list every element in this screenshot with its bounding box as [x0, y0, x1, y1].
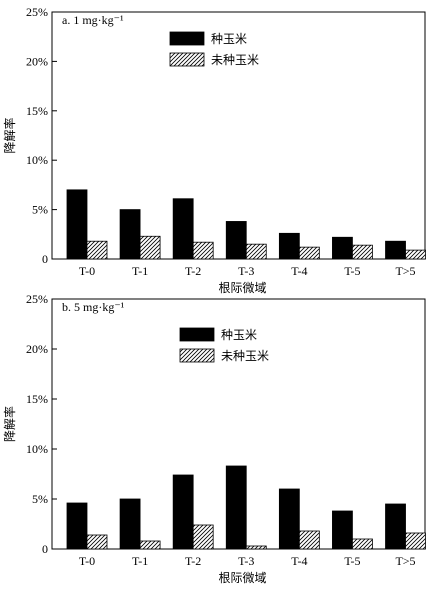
legend-swatch [169, 52, 205, 67]
bar-planted [119, 498, 141, 550]
x-axis-title: 根际微域 [218, 281, 266, 295]
bar-unplanted [245, 243, 267, 260]
x-tick-label: T>5 [395, 554, 415, 568]
bar-planted [385, 240, 406, 260]
chart-panel-b: 0 5% 10% 15% 20% 25% T-0 T-1 T-2 T-3 T-4 T-5 T>5 b.… [2, 292, 426, 585]
bar-planted [225, 221, 247, 260]
x-tick-label: T-5 [344, 554, 360, 568]
y-ticks: 0 5% 10% 15% 20% 25% [26, 292, 57, 556]
bar-planted [172, 474, 194, 550]
x-ticks: T-0 T-1 T-2 T-3 T-4 T-5 T>5 [79, 264, 416, 278]
legend-swatch [169, 31, 205, 46]
y-tick-label: 0 [42, 542, 48, 556]
bars [66, 189, 426, 260]
bar-planted [278, 488, 300, 550]
bar-planted [225, 465, 247, 550]
bar-unplanted [352, 538, 373, 550]
x-tick-label: T-2 [185, 554, 201, 568]
bar-planted [119, 209, 141, 260]
y-tick-label: 20% [26, 342, 48, 356]
y-tick-label: 5% [32, 203, 48, 217]
bar-planted [278, 232, 300, 260]
x-axis-title: 根际微域 [218, 571, 266, 585]
bar-unplanted [139, 540, 161, 550]
legend-label: 未种玉米 [211, 53, 259, 67]
x-tick-label: T-4 [291, 264, 307, 278]
y-axis-title: 降解率 [2, 406, 17, 442]
y-axis-title: 降解率 [2, 117, 17, 153]
bar-unplanted [298, 246, 320, 260]
x-tick-label: T-2 [185, 264, 201, 278]
x-tick-label: T-0 [79, 554, 95, 568]
legend-label: 种玉米 [221, 328, 257, 342]
y-tick-label: 15% [26, 392, 48, 406]
bar-unplanted [86, 534, 108, 550]
bar-planted [385, 503, 406, 550]
y-tick-label: 5% [32, 492, 48, 506]
x-tick-label: T-1 [132, 264, 148, 278]
bar-unplanted [139, 235, 161, 260]
legend-label: 种玉米 [211, 32, 247, 46]
y-tick-label: 10% [26, 153, 48, 167]
bar-planted [332, 236, 353, 260]
bar-unplanted [405, 532, 426, 550]
y-tick-label: 15% [26, 104, 48, 118]
x-tick-label: T-4 [291, 554, 307, 568]
bar-unplanted [86, 240, 108, 260]
legend-swatch [179, 327, 215, 342]
legend-label: 未种玉米 [221, 349, 269, 363]
bar-unplanted [405, 249, 426, 260]
bars [66, 465, 426, 550]
y-tick-label: 25% [26, 5, 48, 19]
bar-unplanted [192, 524, 214, 550]
legend-swatch [179, 348, 215, 363]
y-tick-label: 10% [26, 442, 48, 456]
x-tick-label: T>5 [395, 264, 415, 278]
x-tick-label: T-1 [132, 554, 148, 568]
x-tick-label: T-3 [238, 264, 254, 278]
bar-unplanted [245, 545, 267, 550]
bar-unplanted [192, 241, 214, 260]
bar-planted [172, 198, 194, 260]
panel-label: a. 1 mg·kg⁻¹ [62, 13, 124, 27]
y-tick-label: 20% [26, 54, 48, 68]
x-tick-label: T-3 [238, 554, 254, 568]
y-tick-label: 0 [42, 252, 48, 266]
bar-unplanted [352, 244, 373, 260]
y-tick-label: 25% [26, 292, 48, 306]
panel-label: b. 5 mg·kg⁻¹ [62, 300, 125, 314]
bar-planted [66, 502, 88, 550]
y-ticks: 0 5% 10% 15% 20% 25% [26, 5, 57, 266]
x-tick-label: T-0 [79, 264, 95, 278]
bar-planted [332, 510, 353, 550]
bar-unplanted [298, 530, 320, 550]
x-tick-label: T-5 [344, 264, 360, 278]
x-ticks: T-0 T-1 T-2 T-3 T-4 T-5 T>5 [79, 554, 416, 568]
bar-planted [66, 189, 88, 260]
chart-panel-a: 0 5% 10% 15% 20% 25% T-0 T-1 T-2 T-3 T-4 T-5 T>5 a.… [2, 5, 426, 295]
